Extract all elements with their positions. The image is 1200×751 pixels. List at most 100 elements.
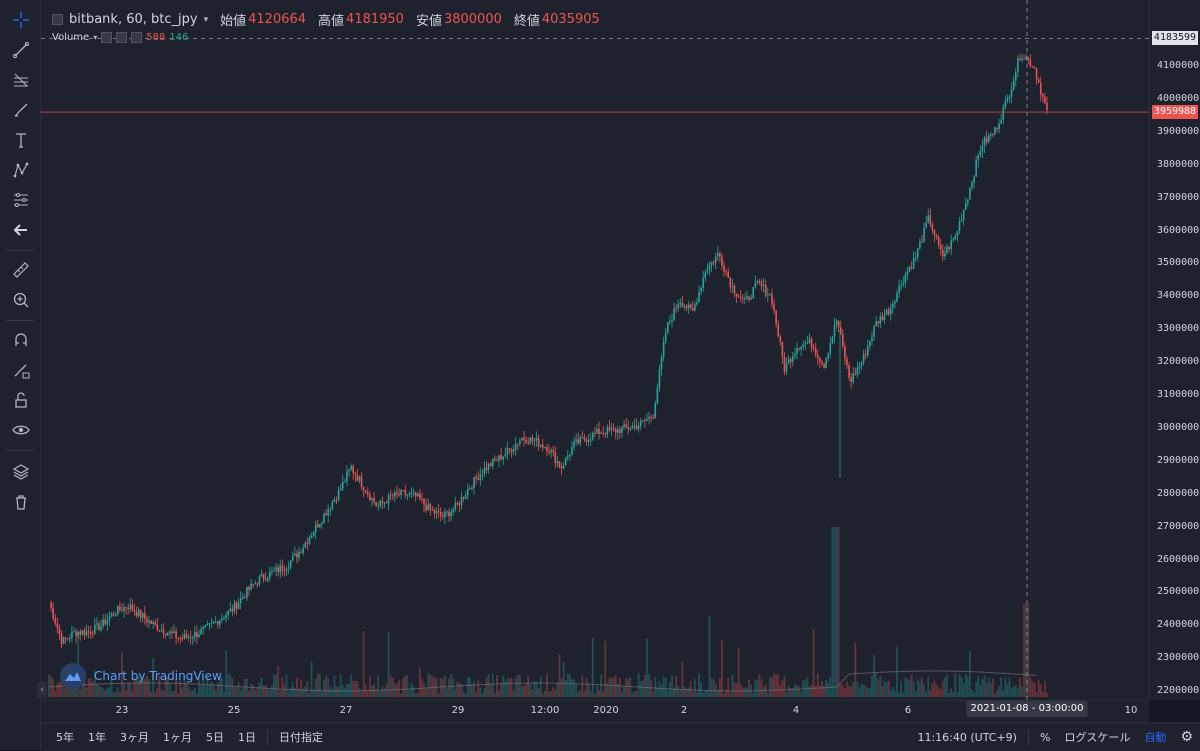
candle-body[interactable] [685, 306, 688, 309]
volume-chevron-icon[interactable]: ▾ [93, 33, 98, 42]
candle-body[interactable] [439, 511, 442, 516]
candle-body[interactable] [585, 440, 588, 443]
candle-body[interactable] [633, 425, 636, 427]
candle-body[interactable] [202, 626, 204, 629]
candle-body[interactable] [387, 494, 390, 504]
candle-body[interactable] [858, 365, 861, 368]
candle-body[interactable] [339, 488, 342, 490]
candle-body[interactable] [1008, 96, 1011, 98]
candle-body[interactable] [1033, 66, 1036, 69]
candle-body[interactable] [348, 469, 350, 472]
candle-body[interactable] [375, 502, 377, 507]
lock-drawing-icon[interactable] [8, 358, 34, 382]
candle-body[interactable] [856, 367, 859, 375]
candle-body[interactable] [639, 421, 642, 426]
range-5d[interactable]: 5日 [206, 731, 224, 744]
candle-body[interactable] [769, 293, 771, 295]
candle-body[interactable] [427, 504, 429, 511]
candle-body[interactable] [216, 621, 219, 625]
candle-body[interactable] [1044, 96, 1046, 103]
candle-body[interactable] [914, 257, 917, 259]
candle-body[interactable] [164, 633, 167, 636]
layers-icon[interactable] [8, 460, 34, 484]
candle-body[interactable] [829, 343, 832, 354]
candle-body[interactable] [775, 310, 777, 325]
candle-body[interactable] [729, 277, 732, 288]
candle-body[interactable] [162, 629, 165, 634]
candle-body[interactable] [814, 349, 817, 356]
candle-body[interactable] [319, 523, 321, 528]
candle-body[interactable] [410, 493, 413, 495]
candle-body[interactable] [341, 481, 344, 489]
candle-body[interactable] [366, 492, 369, 495]
candle-body[interactable] [631, 425, 634, 429]
candle-body[interactable] [448, 511, 450, 517]
candle-body[interactable] [516, 443, 519, 445]
candle-body[interactable] [935, 235, 938, 237]
candle-body[interactable] [208, 623, 211, 625]
candle-body[interactable] [687, 304, 690, 309]
candle-body[interactable] [66, 638, 69, 640]
candle-body[interactable] [700, 287, 702, 292]
candle-body[interactable] [810, 338, 813, 348]
candle-body[interactable] [314, 524, 317, 533]
candle-body[interactable] [475, 476, 477, 479]
candle-body[interactable] [462, 497, 465, 499]
candle-body[interactable] [204, 624, 207, 627]
candle-body[interactable] [892, 303, 894, 308]
candle-body[interactable] [1023, 58, 1025, 60]
candle-body[interactable] [466, 489, 469, 496]
volume-visibility-icon[interactable] [101, 32, 113, 43]
candle-body[interactable] [929, 215, 932, 225]
candle-body[interactable] [589, 439, 592, 441]
candle-body[interactable] [512, 449, 515, 452]
candle-body[interactable] [802, 344, 805, 347]
candle-body[interactable] [412, 492, 415, 494]
candle-body[interactable] [425, 504, 427, 511]
candle-body[interactable] [177, 637, 179, 639]
candle-body[interactable] [625, 424, 627, 428]
candle-body[interactable] [683, 306, 686, 308]
candle-body[interactable] [819, 358, 821, 362]
candle-body[interactable] [506, 448, 509, 455]
candle-body[interactable] [1025, 57, 1027, 59]
candle-body[interactable] [223, 618, 225, 620]
candle-body[interactable] [294, 553, 296, 556]
volume-label[interactable]: Volume [52, 32, 90, 43]
candle-body[interactable] [577, 439, 580, 444]
candle-body[interactable] [531, 437, 534, 441]
candle-body[interactable] [596, 428, 598, 434]
candle-body[interactable] [806, 342, 809, 344]
candle-body[interactable] [306, 542, 309, 544]
candle-body[interactable] [569, 454, 571, 456]
log-scale-button[interactable]: ログスケール [1064, 731, 1131, 744]
candle-body[interactable] [1046, 102, 1048, 111]
candle-body[interactable] [271, 570, 273, 572]
zoom-icon[interactable] [8, 288, 34, 312]
candle-body[interactable] [889, 307, 892, 315]
candle-body[interactable] [877, 321, 880, 324]
candle-body[interactable] [550, 450, 552, 453]
tradingview-watermark[interactable]: Chart by TradingView [60, 663, 222, 689]
time-axis[interactable] [41, 700, 1149, 723]
candle-body[interactable] [56, 623, 59, 628]
candle-body[interactable] [812, 347, 815, 350]
candle-body[interactable] [848, 365, 850, 378]
candle-body[interactable] [104, 619, 107, 625]
candle-body[interactable] [181, 638, 184, 640]
candle-body[interactable] [635, 425, 638, 429]
candle-body[interactable] [1002, 107, 1005, 120]
candle-body[interactable] [619, 429, 621, 434]
candle-body[interactable] [525, 439, 527, 444]
candle-body[interactable] [885, 309, 888, 315]
candle-body[interactable] [446, 511, 448, 513]
back-arrow-icon[interactable] [8, 218, 34, 242]
candle-body[interactable] [904, 275, 907, 283]
candle-body[interactable] [527, 443, 530, 445]
candle-body[interactable] [712, 261, 715, 263]
candlestick-chart[interactable] [41, 0, 1149, 700]
candle-body[interactable] [94, 624, 96, 634]
candle-body[interactable] [437, 511, 440, 513]
candle-body[interactable] [510, 449, 513, 452]
candle-body[interactable] [429, 504, 432, 510]
